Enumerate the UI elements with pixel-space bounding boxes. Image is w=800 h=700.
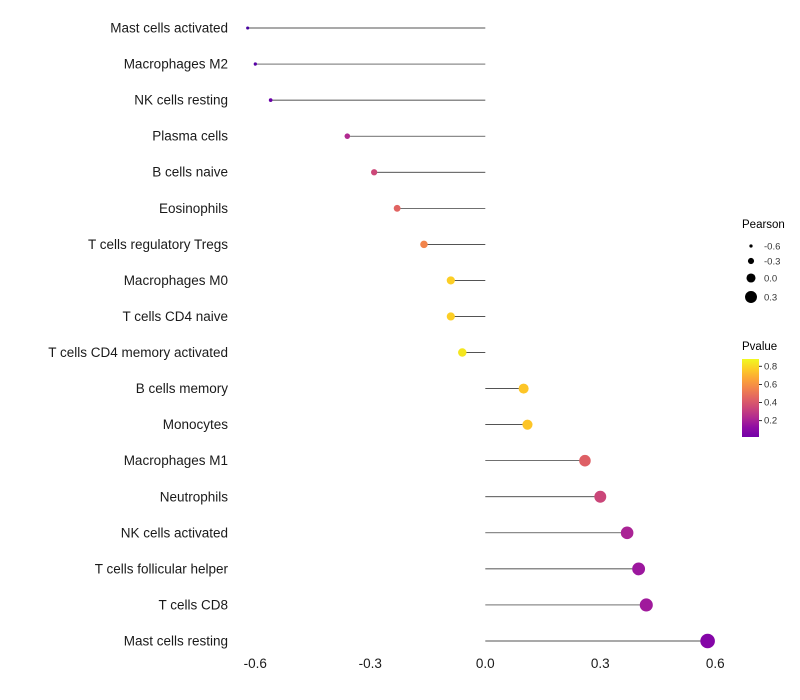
- lollipop-dot: [594, 490, 607, 503]
- category-label: B cells naive: [152, 165, 228, 180]
- category-label: Macrophages M2: [124, 57, 228, 72]
- category-label: Neutrophils: [160, 489, 229, 504]
- lollipop-dot: [371, 169, 378, 176]
- lollipop-dot: [246, 26, 250, 30]
- category-label: Monocytes: [163, 417, 229, 432]
- category-label: Mast cells activated: [110, 21, 228, 36]
- legend-size-dot: [746, 273, 756, 283]
- legend-pearson-title: Pearson: [742, 219, 785, 231]
- lollipop-dot: [446, 312, 455, 321]
- category-label: T cells CD8: [158, 597, 228, 612]
- x-tick-label: 0.0: [476, 656, 495, 671]
- lollipop-dot: [458, 348, 467, 357]
- lollipop-dot: [579, 454, 591, 467]
- lollipop-dot: [620, 526, 634, 540]
- legend-size-dot: [749, 244, 753, 248]
- lollipop-dot: [393, 204, 401, 212]
- lollipop-dot: [518, 383, 529, 394]
- legend-color-label: 0.6: [764, 379, 777, 390]
- legend-size-label: 0.3: [764, 293, 777, 304]
- legend-size-label: -0.6: [764, 242, 780, 253]
- x-tick-label: -0.6: [244, 656, 267, 671]
- legend-color-label: 0.2: [764, 416, 777, 427]
- category-label: NK cells activated: [121, 525, 228, 540]
- category-label: B cells memory: [136, 381, 229, 396]
- category-label: NK cells resting: [134, 93, 228, 108]
- legend-size-dot: [745, 291, 757, 303]
- lollipop-dot: [253, 62, 257, 66]
- category-label: Macrophages M0: [124, 273, 228, 288]
- category-label: T cells regulatory Tregs: [88, 237, 228, 252]
- lollipop-dot: [700, 633, 715, 649]
- x-tick-label: 0.6: [706, 656, 725, 671]
- lollipop-dot: [268, 98, 273, 102]
- lollipop-dot: [522, 419, 533, 430]
- x-tick-label: 0.3: [591, 656, 610, 671]
- category-label: Plasma cells: [152, 129, 228, 144]
- legend-size-label: 0.0: [764, 274, 777, 285]
- category-label: Mast cells resting: [124, 634, 228, 649]
- lollipop-dot: [639, 598, 653, 612]
- category-label: T cells CD4 memory activated: [48, 345, 228, 360]
- category-label: T cells follicular helper: [95, 561, 229, 576]
- category-label: T cells CD4 naive: [122, 309, 228, 324]
- legend-pvalue-title: Pvalue: [742, 341, 777, 353]
- legend-color-label: 0.4: [764, 398, 777, 409]
- lollipop-dot: [632, 562, 646, 576]
- lollipop-dot: [420, 240, 428, 249]
- lollipop-dot: [446, 276, 455, 285]
- lollipop-dot: [344, 133, 351, 139]
- legend-color-bar: [742, 359, 759, 437]
- legend-size-dot: [747, 257, 755, 265]
- legend-size-label: -0.3: [764, 257, 780, 268]
- x-tick-label: -0.3: [359, 656, 382, 671]
- legend-color-label: 0.8: [764, 361, 777, 372]
- category-label: Macrophages M1: [124, 453, 228, 468]
- category-label: Eosinophils: [159, 201, 228, 216]
